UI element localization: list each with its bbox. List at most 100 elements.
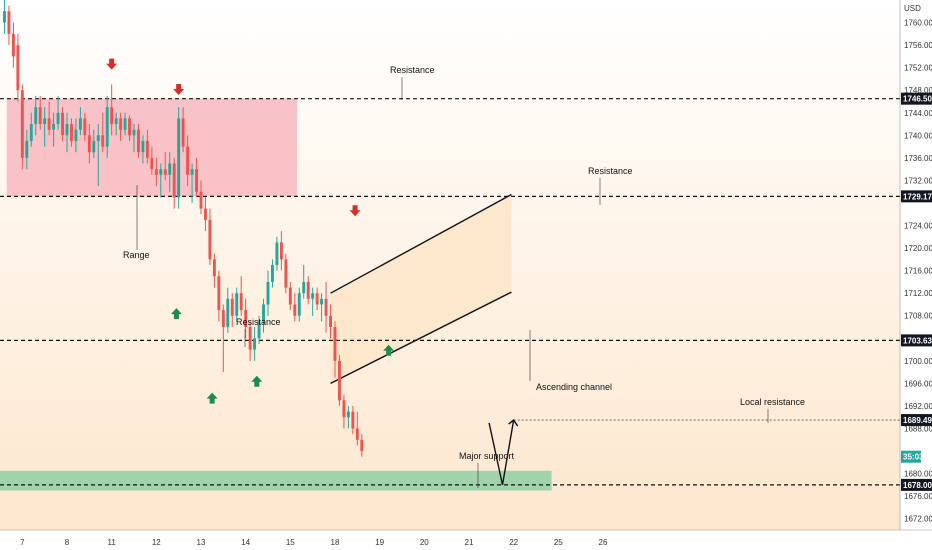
- candle-body: [56, 112, 60, 125]
- candle-24: [110, 84, 114, 136]
- up-arrow-icon-0: [170, 308, 182, 320]
- candle-7: [34, 95, 38, 136]
- candle-body: [150, 157, 154, 170]
- candle-body: [87, 135, 91, 153]
- candle-14: [65, 112, 69, 153]
- annotation-major_support: Major support: [459, 451, 515, 461]
- candle-12: [56, 95, 60, 130]
- candle-body: [145, 140, 149, 158]
- price-tick-label: 1712.000: [904, 289, 932, 298]
- candle-76: [342, 394, 346, 429]
- candle-body: [83, 118, 87, 136]
- candle-body: [346, 411, 350, 418]
- candle-body: [235, 293, 239, 316]
- price-badge-label: 1689.497: [903, 416, 932, 425]
- candle-21: [96, 124, 100, 187]
- time-tick-label: 26: [599, 538, 608, 547]
- candle-13: [61, 107, 64, 141]
- price-badge-3: [901, 414, 932, 427]
- candle-body: [284, 259, 288, 288]
- candle-body: [355, 428, 359, 440]
- price-tick-label: 1732.000: [904, 176, 932, 185]
- support-zone: [0, 470, 552, 491]
- candle-body: [333, 327, 337, 361]
- price-tick-label: 1672.000: [904, 515, 932, 524]
- candle-body: [329, 315, 332, 328]
- candle-body: [338, 360, 341, 401]
- candle-70: [315, 287, 319, 311]
- candle-80: [360, 434, 364, 457]
- candle-body: [351, 411, 355, 429]
- candle-body: [163, 169, 167, 175]
- candle-body: [168, 163, 172, 175]
- candle-77: [346, 405, 350, 429]
- annotation-resistance_3: Resistance: [236, 317, 281, 327]
- candle-body: [186, 146, 190, 175]
- candle-body: [177, 118, 181, 198]
- candle-body: [204, 208, 207, 220]
- candle-body: [342, 400, 346, 418]
- price-levels-layer: [0, 98, 900, 486]
- candle-body: [114, 118, 118, 125]
- candle-body: [25, 140, 29, 158]
- candle-69: [311, 287, 315, 316]
- candle-66: [297, 287, 301, 322]
- price-badge-2: [901, 334, 932, 347]
- price-tick-label: 1748.000: [904, 86, 932, 95]
- candle-22: [101, 112, 105, 153]
- candle-49: [221, 304, 225, 373]
- price-badge-4: [901, 478, 932, 491]
- time-tick-label: 20: [420, 538, 429, 547]
- projection-arrowhead: [508, 419, 519, 427]
- candle-body: [7, 11, 11, 34]
- candle-body: [20, 90, 24, 158]
- price-badge-1: [901, 190, 932, 203]
- annotation-ascending_channel: Ascending channel: [536, 382, 612, 392]
- time-tick-label: 15: [286, 538, 295, 547]
- up-arrow-icon-3: [383, 344, 395, 356]
- channel-fill: [330, 194, 512, 384]
- candle-36: [163, 152, 167, 181]
- candle-51: [230, 293, 234, 328]
- candle-16: [74, 118, 78, 153]
- price-tick-label: 1736.000: [904, 154, 932, 163]
- candle-74: [333, 321, 337, 378]
- price-tick-label: 1744.000: [904, 109, 932, 118]
- candle-71: [320, 293, 324, 322]
- candle-9: [43, 107, 47, 147]
- candle-body: [217, 276, 221, 311]
- candle-body: [253, 338, 257, 350]
- candle-54: [244, 298, 248, 339]
- candle-40: [181, 107, 185, 153]
- candle-body: [101, 135, 105, 147]
- candle-body: [172, 163, 176, 198]
- price-tick-label: 1716.000: [904, 267, 932, 276]
- candle-43: [195, 157, 198, 198]
- candle-26: [119, 112, 123, 141]
- annotation-resistance_1: Resistance: [390, 65, 435, 75]
- candle-34: [154, 157, 158, 187]
- candle-72: [324, 281, 328, 333]
- candle-59: [266, 270, 270, 316]
- up-arrow-icon-2: [251, 375, 263, 387]
- time-tick-label: 18: [331, 538, 340, 547]
- candle-body: [47, 118, 51, 130]
- candle-body: [320, 298, 324, 305]
- candle-body: [208, 219, 212, 260]
- price-tick-label: 1696.000: [904, 379, 932, 388]
- candle-body: [244, 310, 248, 328]
- price-tick-label: 1676.000: [904, 492, 932, 501]
- candle-body: [195, 169, 198, 192]
- down-arrow-icon-1: [173, 84, 185, 96]
- candle-body: [271, 265, 274, 282]
- candle-body: [315, 293, 319, 305]
- annotation-local_resistance: Local resistance: [740, 397, 805, 407]
- candle-8: [38, 95, 42, 130]
- candle-6: [29, 112, 33, 147]
- time-tick-label: 22: [509, 538, 518, 547]
- candle-75: [338, 355, 341, 406]
- candle-body: [221, 310, 225, 328]
- price-badge-0: [901, 92, 932, 105]
- candle-body: [123, 118, 127, 130]
